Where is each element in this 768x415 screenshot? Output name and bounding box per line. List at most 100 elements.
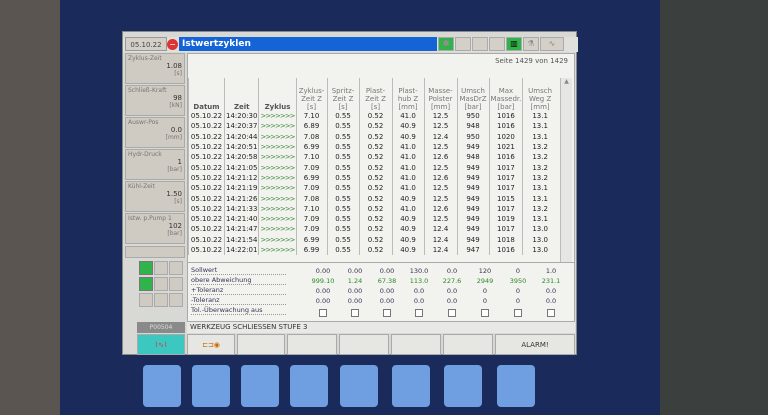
green-button-2[interactable] [139,277,153,291]
gear-icon[interactable]: ✲ [438,37,454,51]
limit-value[interactable]: 0.0 [545,297,557,305]
table-row[interactable]: 05.10.22 14:21:33 >>>>>>> 7.10 0.55 0.52 41.0 1… [188,203,557,214]
softkey-empty[interactable] [339,334,389,355]
hardware-softkey[interactable] [497,365,535,407]
limit-value[interactable]: 1.24 [347,277,363,285]
toolbar-button-empty[interactable] [472,37,488,51]
toolbar-button-empty[interactable] [455,37,471,51]
limit-value[interactable]: 0.00 [379,267,395,275]
hardware-softkey[interactable] [192,365,230,407]
table-row[interactable]: 05.10.22 14:20:37 >>>>>>> 6.89 0.55 0.52 40.9 1… [188,121,557,132]
limit-value[interactable]: 231.1 [541,277,561,285]
softkey-empty[interactable] [237,334,285,355]
limit-value[interactable]: 999.10 [311,277,335,285]
hardware-softkey[interactable] [444,365,482,407]
softkey-trend-graph[interactable]: ⌇∿⌇ [137,334,185,355]
sidebar-readout[interactable]: Zyklus-Zeit 1.08 [s] [125,53,185,84]
table-row[interactable]: 05.10.22 14:21:19 >>>>>>> 7.09 0.55 0.52 41.0 1… [188,183,557,194]
limit-value[interactable]: 2949 [476,277,494,285]
side-grid-button[interactable] [154,293,168,307]
softkey-empty[interactable] [443,334,493,355]
table-row[interactable]: 05.10.22 14:20:58 >>>>>>> 7.10 0.55 0.52 41.0 1… [188,152,557,163]
green-button-1[interactable] [139,261,153,275]
table-row[interactable]: 05.10.22 14:20:44 >>>>>>> 7.08 0.55 0.52 40.9 1… [188,131,557,142]
sidebar-readout[interactable]: Kühl-Zeit 1.50 [s] [125,181,185,212]
tolerance-monitor-checkbox[interactable] [481,309,489,317]
toolbar-button-empty[interactable] [489,37,505,51]
limit-value[interactable]: 227.6 [442,277,462,285]
softkey-mold-tool[interactable]: ⊏⊐◉ [187,334,235,355]
limit-value[interactable]: 0 [482,297,488,305]
limit-value[interactable]: 0.00 [347,297,363,305]
softkey-alarm[interactable]: ALARM! [495,334,575,355]
tolerance-monitor-checkbox[interactable] [383,309,391,317]
cycle-table-panel: Seite 1429 von 1429 Datum Zeit Zyklus Zyklu… [187,53,575,278]
side-grid-button[interactable] [169,293,183,307]
limit-value[interactable]: 0.00 [379,297,395,305]
machine-status-icon[interactable]: ▥ [506,37,522,51]
sidebar-readout[interactable]: Schließ-Kraft 98 [kN] [125,85,185,116]
hardware-softkey[interactable] [290,365,328,407]
table-row[interactable]: 05.10.22 14:20:30 >>>>>>> 7.10 0.55 0.52 41.0 1… [188,111,557,122]
limit-value[interactable]: 0.00 [347,287,363,295]
limit-value[interactable]: 0.0 [413,297,425,305]
sidebar-readout[interactable]: Hydr-Druck 1 [bar] [125,149,185,180]
hardware-softkey[interactable] [340,365,378,407]
limit-value[interactable]: 0.0 [446,297,458,305]
limit-value[interactable]: 0.00 [347,267,363,275]
tolerance-monitor-checkbox[interactable] [319,309,327,317]
limit-value[interactable]: 0.00 [379,287,395,295]
limit-value[interactable]: 0 [515,287,521,295]
sidebar-readout[interactable]: Auswr-Pos 0.0 [mm] [125,117,185,148]
vertical-scrollbar[interactable]: ▲ [560,78,572,278]
limit-value[interactable]: 113.0 [409,277,429,285]
limit-value[interactable]: 1.0 [545,267,557,275]
limit-value[interactable]: 67.38 [377,277,397,285]
limit-value[interactable]: 3950 [509,277,527,285]
table-row[interactable]: 05.10.22 14:21:26 >>>>>>> 7.08 0.55 0.52 40.9 1… [188,193,557,204]
table-row[interactable]: 05.10.22 14:21:47 >>>>>>> 7.09 0.55 0.52 40.9 1… [188,224,557,235]
flask-icon[interactable]: ⚗ [523,37,539,51]
limit-value[interactable]: 0.00 [315,287,331,295]
softkey-empty[interactable] [391,334,441,355]
side-grid-button[interactable] [169,261,183,275]
limit-value[interactable]: 0.0 [446,287,458,295]
limit-value[interactable]: 0.0 [413,287,425,295]
hardware-softkey[interactable] [392,365,430,407]
tolerance-monitor-checkbox[interactable] [448,309,456,317]
table-cell: 1017 [488,183,523,194]
limit-value[interactable]: 0 [482,287,488,295]
limit-value[interactable]: 0.0 [545,287,557,295]
header-line: Zyklus- [298,87,325,95]
side-grid-button[interactable] [169,277,183,291]
tolerance-monitor-checkbox[interactable] [351,309,359,317]
header-line: Umsch [461,87,485,95]
table-cell: 40.9 [391,224,425,235]
tolerance-monitor-checkbox[interactable] [547,309,555,317]
side-grid-button[interactable] [139,293,153,307]
table-row[interactable]: 05.10.22 14:21:12 >>>>>>> 6.99 0.55 0.52 41.0 1… [188,172,557,184]
hardware-softkey[interactable] [241,365,279,407]
stop-icon[interactable]: − [167,39,178,50]
limit-value[interactable]: 0.0 [446,267,458,275]
softkey-empty[interactable] [287,334,337,355]
table-row[interactable]: 05.10.22 14:22:01 >>>>>>> 6.99 0.55 0.52 40.9 1… [188,244,557,256]
side-grid-button[interactable] [154,261,168,275]
limit-value[interactable]: 0 [515,297,521,305]
table-row[interactable]: 05.10.22 14:21:54 >>>>>>> 6.99 0.55 0.52 40.9 1… [188,234,557,245]
side-grid-button[interactable] [154,277,168,291]
hardware-softkey[interactable] [143,365,181,407]
table-row[interactable]: 05.10.22 14:21:40 >>>>>>> 7.09 0.55 0.52 40.9 1… [188,213,557,225]
sidebar-readout[interactable]: Istw. p.Pump 1 102 [bar] [125,213,185,244]
tolerance-monitor-checkbox[interactable] [514,309,522,317]
limit-value[interactable]: 0 [515,267,521,275]
table-cell: 949 [456,213,490,225]
limit-value[interactable]: 120 [478,267,492,275]
graph-icon[interactable]: ∿ [540,37,564,51]
limit-value[interactable]: 0.00 [315,267,331,275]
limit-value[interactable]: 0.00 [315,297,331,305]
tolerance-monitor-checkbox[interactable] [415,309,423,317]
table-row[interactable]: 05.10.22 14:21:05 >>>>>>> 7.09 0.55 0.52 41.0 1… [188,162,557,173]
table-row[interactable]: 05.10.22 14:20:51 >>>>>>> 6.99 0.55 0.52 41.0 1… [188,141,557,153]
limit-value[interactable]: 130.0 [409,267,429,275]
